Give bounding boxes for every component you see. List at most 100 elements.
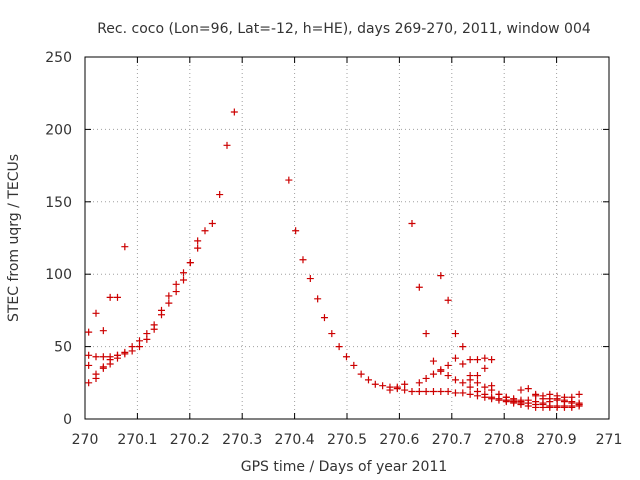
y-tick-label: 200	[45, 122, 72, 138]
data-point	[158, 306, 166, 314]
data-point	[364, 376, 372, 384]
data-point	[451, 389, 459, 397]
data-point	[539, 399, 547, 407]
data-point	[568, 398, 576, 406]
data-point	[201, 227, 209, 235]
y-tick-label: 0	[63, 412, 72, 428]
data-point	[575, 390, 583, 398]
x-tick-label: 270.1	[117, 432, 157, 448]
data-point	[342, 353, 350, 361]
data-point	[473, 379, 481, 387]
data-point	[502, 398, 510, 406]
data-point	[473, 356, 481, 364]
data-point	[459, 343, 467, 351]
data-point	[99, 327, 107, 335]
data-point	[85, 361, 93, 369]
data-point	[459, 360, 467, 368]
data-point	[299, 256, 307, 264]
data-point	[121, 243, 129, 251]
data-point	[473, 387, 481, 395]
series-arc-low-start	[85, 354, 121, 382]
data-point	[180, 276, 188, 284]
data-point	[429, 370, 437, 378]
data-point	[429, 357, 437, 365]
data-point	[85, 328, 93, 336]
data-point	[180, 269, 188, 277]
data-point	[524, 385, 532, 393]
data-point	[85, 379, 93, 387]
data-point	[488, 382, 496, 390]
data-point	[113, 354, 121, 362]
data-point	[106, 360, 114, 368]
data-point	[415, 379, 423, 387]
x-tick-label: 270	[72, 432, 99, 448]
data-point	[357, 370, 365, 378]
data-point	[99, 353, 107, 361]
chart-title: Rec. coco (Lon=96, Lat=-12, h=HE), days …	[97, 21, 591, 37]
data-point	[99, 364, 107, 372]
data-point	[444, 361, 452, 369]
data-point	[285, 176, 293, 184]
data-point	[306, 275, 314, 283]
data-point	[230, 108, 238, 116]
data-point	[451, 354, 459, 362]
tick-layer	[84, 56, 610, 420]
data-point	[320, 314, 328, 322]
series-arc-early-high	[85, 243, 129, 336]
data-point	[444, 372, 452, 380]
data-point	[106, 293, 114, 301]
data-point	[437, 272, 445, 280]
series-arc-rising	[85, 108, 238, 387]
data-point	[143, 335, 151, 343]
data-point	[208, 220, 216, 228]
data-point	[194, 244, 202, 252]
data-point	[371, 380, 379, 388]
data-point	[135, 343, 143, 351]
data-point	[560, 396, 568, 404]
x-tick-label: 270.5	[327, 432, 367, 448]
y-tick-label: 50	[54, 340, 72, 356]
data-point	[194, 237, 202, 245]
x-tick-label: 270.6	[379, 432, 419, 448]
y-tick-labels: 0 50 100 150 200 250	[45, 50, 72, 428]
x-axis-label: GPS time / Days of year 2011	[241, 459, 448, 475]
x-tick-label: 270.2	[170, 432, 210, 448]
data-point	[560, 403, 568, 411]
data-point	[172, 280, 180, 288]
data-point	[422, 387, 430, 395]
data-point	[466, 376, 474, 384]
data-point	[575, 399, 583, 407]
data-point	[335, 343, 343, 351]
data-point	[481, 354, 489, 362]
x-tick-label: 270.9	[537, 432, 577, 448]
data-point	[481, 364, 489, 372]
data-point	[393, 383, 401, 391]
data-point	[466, 356, 474, 364]
data-point	[150, 325, 158, 333]
data-point	[553, 395, 561, 403]
data-point	[444, 296, 452, 304]
y-tick-label: 150	[45, 195, 72, 211]
data-point	[459, 389, 467, 397]
x-tick-labels: 270 270.1 270.2 270.3 270.4 270.5 270.6 270.7 27…	[72, 432, 623, 448]
data-point	[165, 292, 173, 300]
series-arc-steep	[85, 237, 202, 361]
data-point	[422, 374, 430, 382]
data-point	[488, 356, 496, 364]
data-point	[517, 401, 525, 409]
data-point	[524, 396, 532, 404]
data-point	[106, 353, 114, 361]
data-point	[517, 386, 525, 394]
x-tick-label: 270.8	[484, 432, 524, 448]
data-point	[379, 382, 387, 390]
data-point	[459, 379, 467, 387]
data-point	[386, 386, 394, 394]
data-point	[172, 288, 180, 296]
series-arc-tail-1	[437, 364, 583, 409]
data-point	[292, 227, 300, 235]
data-point	[128, 347, 136, 355]
data-point	[113, 293, 121, 301]
data-point	[553, 403, 561, 411]
data-point	[408, 387, 416, 395]
data-point	[422, 330, 430, 338]
